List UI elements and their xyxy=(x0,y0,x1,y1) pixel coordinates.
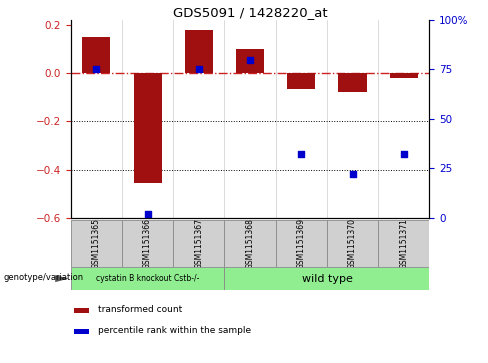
Text: GSM1151366: GSM1151366 xyxy=(143,218,152,269)
Point xyxy=(144,211,152,217)
Text: cystatin B knockout Cstb-/-: cystatin B knockout Cstb-/- xyxy=(96,274,199,283)
Bar xyxy=(339,73,366,92)
Bar xyxy=(224,220,276,267)
Text: wild type: wild type xyxy=(302,274,352,284)
Bar xyxy=(378,220,429,267)
Point xyxy=(195,66,203,72)
Bar xyxy=(71,220,122,267)
Bar xyxy=(74,329,89,334)
Text: GSM1151368: GSM1151368 xyxy=(245,218,255,269)
Text: transformed count: transformed count xyxy=(99,305,183,314)
Point xyxy=(246,57,254,62)
Bar xyxy=(134,73,162,183)
Bar xyxy=(173,220,224,267)
Bar xyxy=(224,267,429,290)
Bar xyxy=(74,308,89,313)
Title: GDS5091 / 1428220_at: GDS5091 / 1428220_at xyxy=(173,6,327,19)
Text: percentile rank within the sample: percentile rank within the sample xyxy=(99,326,251,335)
Point xyxy=(298,152,305,158)
Text: GSM1151367: GSM1151367 xyxy=(194,218,203,269)
Text: GSM1151365: GSM1151365 xyxy=(92,218,101,269)
Text: genotype/variation: genotype/variation xyxy=(3,273,83,282)
Bar xyxy=(287,73,315,89)
Text: GSM1151369: GSM1151369 xyxy=(297,218,306,269)
Bar xyxy=(390,73,418,78)
Point xyxy=(93,66,101,72)
Bar xyxy=(327,220,378,267)
Text: GSM1151371: GSM1151371 xyxy=(399,218,408,269)
Bar xyxy=(236,49,264,73)
Bar xyxy=(122,220,173,267)
Bar xyxy=(82,37,110,73)
Bar xyxy=(71,267,224,290)
Bar xyxy=(185,30,213,73)
Point xyxy=(349,171,357,177)
Polygon shape xyxy=(55,275,69,282)
Point xyxy=(400,152,408,158)
Text: GSM1151370: GSM1151370 xyxy=(348,218,357,269)
Bar xyxy=(276,220,327,267)
